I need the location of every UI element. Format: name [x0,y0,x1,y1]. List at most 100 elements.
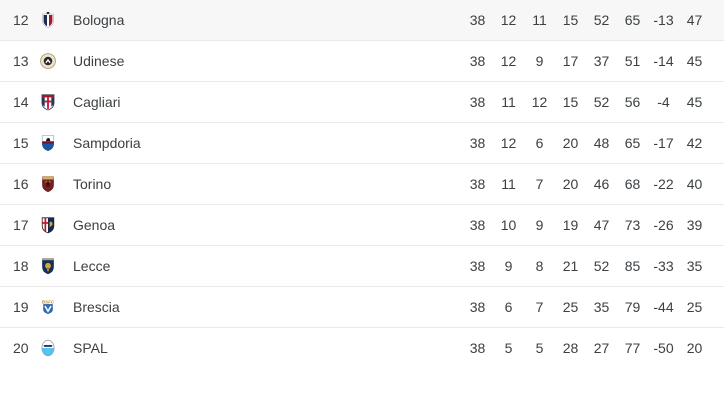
stat-goals-against: 73 [624,217,641,233]
stat-won: 11 [501,176,516,192]
table-row-brescia[interactable]: 19 BSFC Brescia 38 6 7 25 35 79 -44 25 [0,286,724,327]
stat-goals-for: 46 [593,176,610,192]
stat-goals-against: 51 [624,53,641,69]
table-row-cagliari[interactable]: 14 Cagliari 38 11 12 15 52 56 -4 45 [0,81,724,122]
udinese-crest-icon [39,52,57,70]
stat-goal-diff: -50 [653,340,674,356]
stat-goals-for: 37 [593,53,610,69]
team-name: Sampdoria [73,135,141,151]
stat-won: 12 [500,135,517,151]
stat-goals-against: 68 [624,176,641,192]
stat-goal-diff: -17 [653,135,674,151]
team-name: Torino [73,176,112,192]
sampdoria-crest-icon [39,134,57,152]
stat-lost: 19 [562,217,579,233]
position: 19 [13,299,29,315]
stat-goals-against: 79 [624,299,641,315]
stats-group: 38 12 11 15 52 65 -13 47 [462,12,710,28]
stat-won: 9 [504,258,513,274]
position: 20 [13,340,29,356]
stat-lost: 28 [562,340,579,356]
table-row-sampdoria[interactable]: 15 Sampdoria 38 12 6 20 48 65 -17 42 [0,122,724,163]
stat-drawn: 12 [531,94,548,110]
bologna-crest-icon [39,11,57,29]
position: 15 [13,135,29,151]
stats-group: 38 5 5 28 27 77 -50 20 [462,340,710,356]
stat-won: 12 [500,12,517,28]
stat-lost: 17 [562,53,579,69]
team-name: Bologna [73,12,125,28]
stat-won: 5 [504,340,513,356]
stat-goal-diff: -13 [653,12,674,28]
table-row-spal[interactable]: 20 SPAL 38 5 5 28 27 77 -50 20 [0,327,724,368]
stat-goal-diff: -44 [653,299,674,315]
stat-goals-for: 52 [593,258,610,274]
position: 13 [13,53,29,69]
stats-group: 38 12 9 17 37 51 -14 45 [462,53,710,69]
stat-lost: 20 [562,135,579,151]
position: 16 [13,176,29,192]
table-row-genoa[interactable]: 17 Genoa 38 10 9 19 47 73 -26 39 [0,204,724,245]
position: 14 [13,94,29,110]
position: 12 [13,12,29,28]
stat-goal-diff: -4 [657,94,670,110]
stats-group: 38 6 7 25 35 79 -44 25 [462,299,710,315]
stat-goal-diff: -26 [653,217,674,233]
stat-points: 25 [686,299,703,315]
stat-played: 38 [469,12,486,28]
stat-played: 38 [469,176,486,192]
stat-points: 39 [686,217,703,233]
table-row-bologna[interactable]: 12 Bologna 38 12 11 15 52 65 -13 47 [0,0,724,40]
stat-drawn: 6 [535,135,544,151]
table-row-lecce[interactable]: 18 Lecce 38 9 8 21 52 85 -33 35 [0,245,724,286]
stat-goal-diff: -14 [653,53,674,69]
stat-drawn: 7 [535,176,544,192]
stats-group: 38 11 7 20 46 68 -22 40 [462,176,710,192]
team-name: Cagliari [73,94,121,110]
stat-goal-diff: -22 [653,176,674,192]
stat-goals-for: 52 [593,94,610,110]
lecce-crest-icon [39,257,57,275]
stat-points: 47 [686,12,703,28]
stat-lost: 25 [562,299,579,315]
stat-played: 38 [469,299,486,315]
team-name: SPAL [73,340,108,356]
stat-drawn: 8 [535,258,544,274]
stat-won: 11 [501,94,516,110]
stats-group: 38 12 6 20 48 65 -17 42 [462,135,710,151]
table-row-torino[interactable]: 16 Torino 38 11 7 20 46 68 -22 40 [0,163,724,204]
spal-crest-icon [39,339,57,357]
stat-points: 42 [686,135,703,151]
stat-won: 10 [500,217,517,233]
stat-drawn: 7 [535,299,544,315]
stat-played: 38 [469,53,486,69]
position: 18 [13,258,29,274]
brescia-crest-icon: BSFC [39,298,57,316]
stat-played: 38 [469,258,486,274]
stat-goals-for: 27 [593,340,610,356]
stat-lost: 20 [562,176,579,192]
stat-points: 45 [686,94,703,110]
league-table: 12 Bologna 38 12 11 15 52 65 -13 47 13 U… [0,0,724,368]
team-name: Genoa [73,217,116,233]
stat-played: 38 [469,340,486,356]
stat-goals-against: 65 [624,12,641,28]
stats-group: 38 9 8 21 52 85 -33 35 [462,258,710,274]
stat-drawn: 9 [535,217,544,233]
stat-goals-for: 47 [593,217,610,233]
team-name: Brescia [73,299,120,315]
stat-lost: 15 [562,12,579,28]
genoa-crest-icon [39,216,57,234]
stat-lost: 21 [562,258,579,274]
stat-drawn: 9 [535,53,544,69]
stat-goals-for: 52 [593,12,610,28]
stat-goals-against: 77 [624,340,641,356]
stat-goals-for: 35 [593,299,610,315]
stat-goals-against: 85 [624,258,641,274]
stat-played: 38 [469,135,486,151]
stats-group: 38 10 9 19 47 73 -26 39 [462,217,710,233]
table-row-udinese[interactable]: 13 Udinese 38 12 9 17 37 51 -14 45 [0,40,724,81]
stat-played: 38 [469,217,486,233]
stats-group: 38 11 12 15 52 56 -4 45 [462,94,710,110]
